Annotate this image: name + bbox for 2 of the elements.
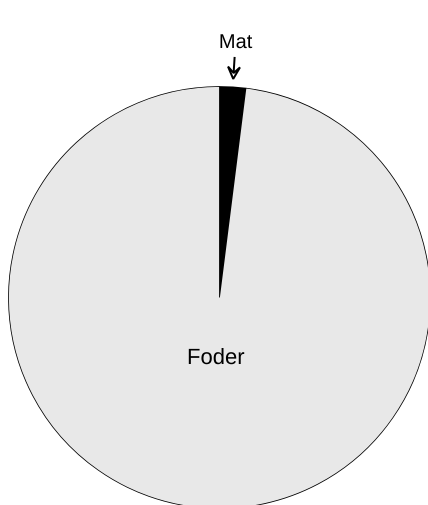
slice-label: Mat (218, 31, 253, 54)
slice-label: Foder (187, 344, 245, 369)
